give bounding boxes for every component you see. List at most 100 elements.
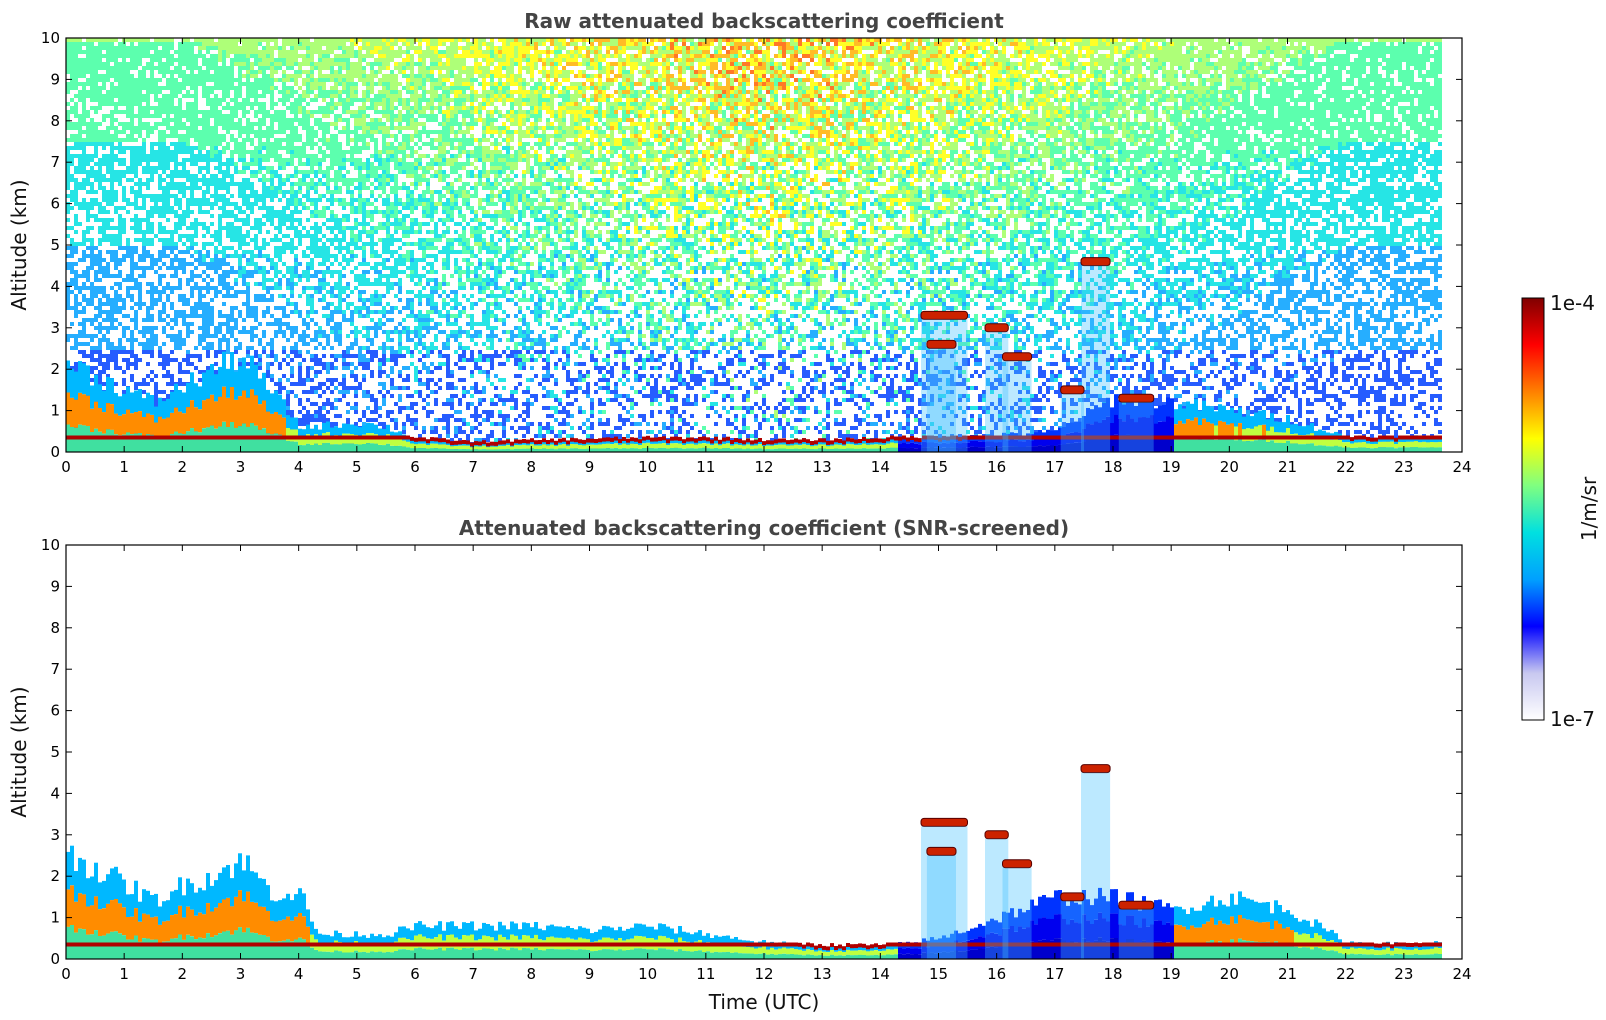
signal-cell xyxy=(210,146,214,150)
signal-cell xyxy=(78,122,82,126)
signal-cell xyxy=(130,62,134,66)
signal-cell xyxy=(270,210,274,214)
signal-cell xyxy=(202,310,206,314)
signal-cell xyxy=(342,362,346,366)
signal-cell xyxy=(358,66,362,70)
signal-cell xyxy=(266,242,270,246)
signal-cell xyxy=(162,38,166,42)
signal-cell xyxy=(366,130,370,134)
signal-cell xyxy=(250,82,254,86)
signal-cell xyxy=(182,70,186,74)
signal-cell xyxy=(262,114,266,118)
signal-cell xyxy=(374,170,378,174)
signal-cell xyxy=(230,150,234,154)
signal-cell xyxy=(94,82,98,86)
signal-cell xyxy=(126,366,130,370)
signal-cell xyxy=(270,342,274,346)
signal-cell xyxy=(310,386,314,390)
signal-cell xyxy=(322,110,326,114)
signal-cell xyxy=(366,210,370,214)
signal-cell xyxy=(194,186,198,190)
signal-cell xyxy=(134,86,138,90)
signal-cell xyxy=(354,146,358,150)
signal-cell xyxy=(358,46,362,50)
signal-cell xyxy=(258,198,262,202)
signal-cell xyxy=(370,74,374,78)
signal-cell xyxy=(242,190,246,194)
signal-cell xyxy=(274,130,278,134)
signal-cell xyxy=(138,118,142,122)
signal-cell xyxy=(190,122,194,126)
signal-cell xyxy=(154,98,158,102)
signal-cell xyxy=(370,218,374,222)
signal-cell xyxy=(82,274,86,278)
signal-cell xyxy=(166,358,170,362)
signal-cell xyxy=(214,262,218,266)
signal-cell xyxy=(134,154,138,158)
signal-cell xyxy=(322,42,326,46)
signal-cell xyxy=(194,218,198,222)
signal-cell xyxy=(266,370,270,374)
signal-cell xyxy=(306,274,310,278)
signal-cell xyxy=(106,158,110,162)
signal-cell xyxy=(74,94,78,98)
signal-cell xyxy=(362,222,366,226)
signal-cell xyxy=(250,54,254,58)
signal-cell xyxy=(254,354,258,358)
signal-cell xyxy=(370,130,374,134)
signal-cell xyxy=(194,282,198,286)
signal-cell xyxy=(326,402,330,406)
signal-cell xyxy=(246,274,250,278)
signal-cell xyxy=(326,94,330,98)
signal-cell xyxy=(278,162,282,166)
signal-cell xyxy=(66,306,70,310)
signal-cell xyxy=(358,158,362,162)
signal-cell xyxy=(298,338,302,342)
signal-cell xyxy=(158,290,162,294)
signal-cell xyxy=(338,130,342,134)
signal-cell xyxy=(286,394,290,398)
signal-cell xyxy=(234,58,238,62)
signal-cell xyxy=(146,314,150,318)
signal-cell xyxy=(286,118,290,122)
signal-cell xyxy=(374,198,378,202)
signal-cell xyxy=(246,250,250,254)
signal-cell xyxy=(130,46,134,50)
signal-cell xyxy=(242,158,246,162)
signal-cell xyxy=(338,398,342,402)
signal-cell xyxy=(114,350,118,354)
signal-cell xyxy=(150,326,154,330)
signal-cell xyxy=(138,286,142,290)
signal-cell xyxy=(310,418,314,422)
signal-cell xyxy=(370,282,374,286)
signal-cell xyxy=(334,218,338,222)
signal-cell xyxy=(294,306,298,310)
signal-cell xyxy=(214,198,218,202)
signal-cell xyxy=(162,342,166,346)
signal-cell xyxy=(226,294,230,298)
signal-cell xyxy=(270,106,274,110)
signal-cell xyxy=(78,74,82,78)
signal-cell xyxy=(214,186,218,190)
signal-cell xyxy=(110,126,114,130)
signal-cell xyxy=(238,130,242,134)
signal-cell xyxy=(150,290,154,294)
signal-cell xyxy=(198,74,202,78)
signal-cell xyxy=(78,62,82,66)
signal-cell xyxy=(82,294,86,298)
signal-cell xyxy=(102,370,106,374)
signal-cell xyxy=(138,146,142,150)
signal-cell xyxy=(182,134,186,138)
signal-cell xyxy=(238,210,242,214)
signal-cell xyxy=(294,150,298,154)
signal-cell xyxy=(86,302,90,306)
signal-cell xyxy=(334,170,338,174)
signal-cell xyxy=(314,254,318,258)
signal-cell xyxy=(338,270,342,274)
signal-cell xyxy=(266,362,270,366)
signal-cell xyxy=(318,66,322,70)
signal-cell xyxy=(338,186,342,190)
signal-cell xyxy=(218,338,222,342)
signal-cell xyxy=(98,158,102,162)
signal-cell xyxy=(350,46,354,50)
